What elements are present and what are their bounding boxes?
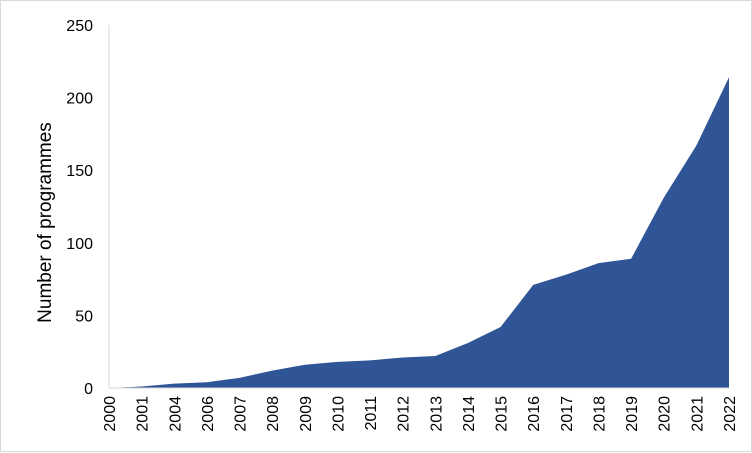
x-tick-label: 2006 [200,396,217,432]
x-tick-label: 2022 [722,396,739,432]
x-tick-label: 2000 [102,396,119,432]
x-tick-label: 2012 [396,396,413,432]
x-tick-label: 2009 [298,396,315,432]
x-tick-label: 2015 [494,396,511,432]
y-tick-label: 250 [66,18,93,35]
area-series [109,77,729,389]
x-tick-label: 2019 [624,396,641,432]
x-tick-label: 2008 [265,396,282,432]
x-tick-label: 2007 [233,396,250,432]
y-axis-ticks: 0 50 100 150 200 250 [66,18,93,398]
y-axis-title: Number of programmes [35,122,56,323]
x-tick-label: 2013 [428,396,445,432]
x-tick-label: 2014 [461,396,478,432]
x-tick-label: 2021 [689,396,706,432]
x-tick-label: 2001 [135,396,152,432]
x-tick-label: 2018 [591,396,608,432]
x-axis-ticks: 2000 2001 2004 2006 2007 2008 2009 2010 2011 2012… [102,396,739,432]
x-tick-label: 2020 [657,396,674,432]
x-tick-label: 2017 [559,396,576,432]
y-tick-label: 150 [66,163,93,180]
x-tick-label: 2010 [330,396,347,432]
y-tick-label: 200 [66,91,93,108]
y-tick-label: 50 [75,308,93,325]
x-tick-label: 2004 [167,396,184,432]
x-tick-label: 2011 [363,396,380,431]
y-tick-label: 0 [84,381,93,398]
y-tick-label: 100 [66,236,93,253]
x-tick-label: 2016 [526,396,543,432]
